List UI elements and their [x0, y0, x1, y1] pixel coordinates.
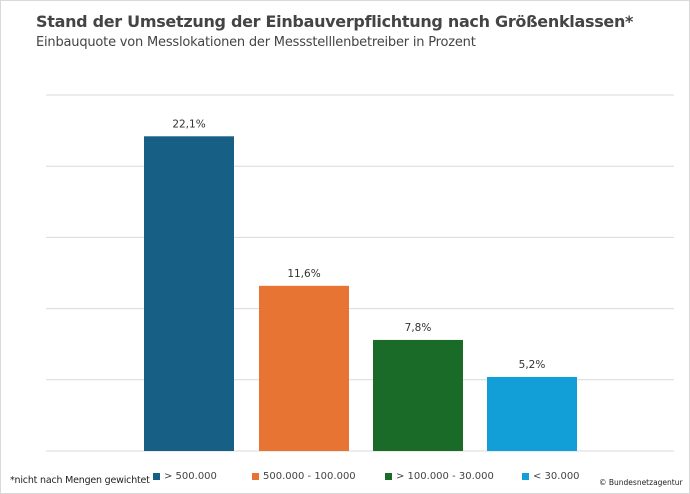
legend-swatch [385, 473, 392, 480]
data-label: 7,8% [405, 322, 432, 334]
legend-swatch [522, 473, 529, 480]
data-label: 11,6% [287, 268, 320, 280]
footnote: *nicht nach Mengen gewichtet [10, 475, 150, 486]
bar [144, 136, 234, 451]
bar [259, 285, 349, 451]
legend-swatch [153, 473, 160, 480]
legend-label: 500.000 - 100.000 [263, 471, 356, 482]
credit: © Bundesnetzagentur [599, 478, 683, 487]
legend-item: 500.000 - 100.000 [252, 471, 356, 482]
data-label: 22,1% [172, 118, 205, 130]
legend-item: < 30.000 [522, 471, 580, 482]
legend-label: > 500.000 [164, 471, 217, 482]
legend-item: > 100.000 - 30.000 [385, 471, 494, 482]
data-label: 5,2% [519, 359, 546, 371]
chart-title: Stand der Umsetzung der Einbauverpflicht… [36, 12, 634, 31]
legend-swatch [252, 473, 259, 480]
bar [373, 339, 463, 451]
legend-label: > 100.000 - 30.000 [396, 471, 494, 482]
bar [487, 376, 577, 451]
legend-item: > 500.000 [153, 471, 217, 482]
legend-label: < 30.000 [533, 471, 580, 482]
chart-subtitle: Einbauquote von Messlokationen der Messs… [36, 35, 476, 50]
